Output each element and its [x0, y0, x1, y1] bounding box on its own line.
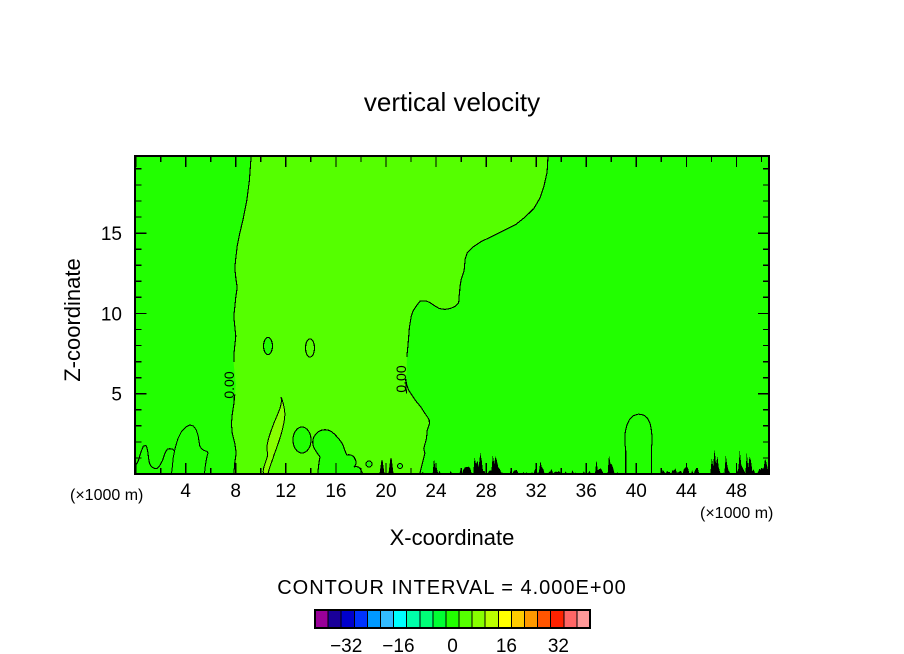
svg-text:40: 40: [626, 481, 647, 502]
svg-text:X-coordinate: X-coordinate: [390, 525, 515, 550]
svg-text:48: 48: [726, 481, 747, 502]
svg-text:4: 4: [180, 481, 191, 502]
svg-text:Z-coordinate: Z-coordinate: [60, 258, 85, 382]
svg-text:(×1000 m): (×1000 m): [70, 487, 143, 504]
svg-text:10: 10: [101, 304, 122, 325]
svg-text:5: 5: [111, 385, 122, 406]
svg-text:32: 32: [526, 481, 547, 502]
svg-text:16: 16: [325, 481, 346, 502]
svg-text:24: 24: [425, 481, 447, 502]
svg-text:16: 16: [496, 636, 517, 654]
svg-text:−32: −32: [330, 636, 362, 654]
svg-text:44: 44: [676, 481, 698, 502]
svg-text:0: 0: [447, 636, 458, 654]
svg-text:8: 8: [230, 481, 241, 502]
svg-text:20: 20: [375, 481, 396, 502]
svg-text:CONTOUR INTERVAL = 4.000E+00: CONTOUR INTERVAL = 4.000E+00: [277, 577, 627, 599]
svg-text:12: 12: [275, 481, 296, 502]
svg-text:vertical velocity: vertical velocity: [364, 87, 540, 117]
svg-text:32: 32: [548, 636, 569, 654]
svg-text:−16: −16: [382, 636, 414, 654]
svg-text:28: 28: [476, 481, 497, 502]
svg-text:15: 15: [101, 224, 122, 245]
svg-text:36: 36: [576, 481, 597, 502]
svg-text:(×1000 m): (×1000 m): [700, 505, 773, 522]
